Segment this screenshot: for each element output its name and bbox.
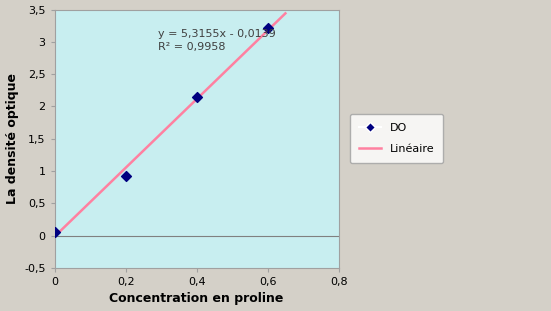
Point (263, 25, 272, 30)
Point (121, 174, 130, 179)
Text: y = 5,3155x - 0,0139: y = 5,3155x - 0,0139 (158, 29, 276, 39)
Point (50, 230, 59, 235)
Y-axis label: La densité optique: La densité optique (6, 73, 19, 204)
Legend: DO, Linéaire: DO, Linéaire (350, 114, 444, 163)
Point (192, 94, 201, 99)
Text: R² = 0,9958: R² = 0,9958 (158, 42, 225, 52)
X-axis label: Concentration en proline: Concentration en proline (110, 292, 284, 305)
